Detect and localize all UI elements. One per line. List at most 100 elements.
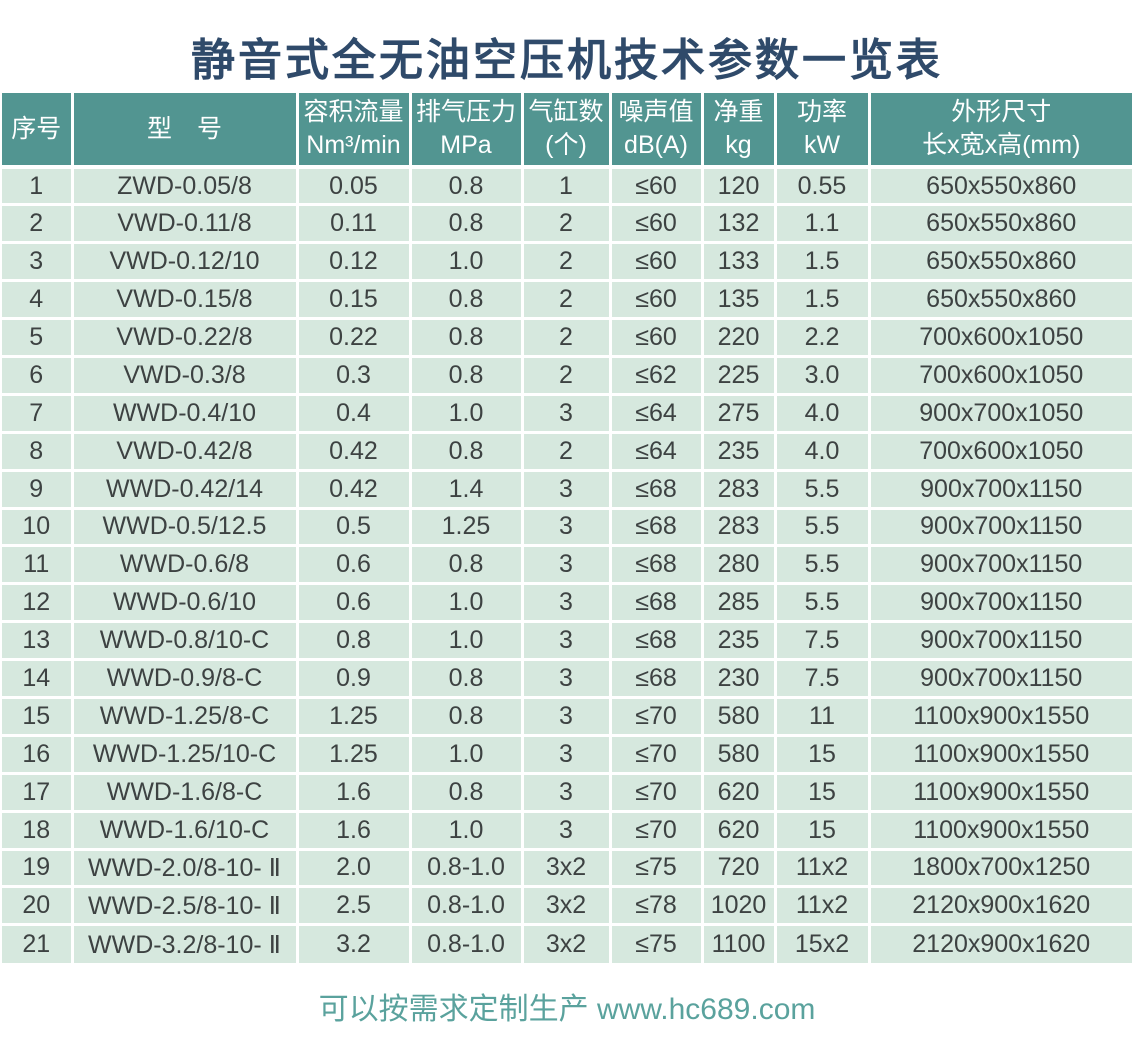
column-header-model: 型 号 <box>72 93 299 169</box>
table-row: 19 WWD-2.0/8-10- Ⅱ 2.0 0.8-1.0 3x2 ≤75 720 11x2… <box>2 847 1132 887</box>
table-row: 1 ZWD-0.05/8 0.05 0.8 1 ≤60 120 0.55 650x550x860 <box>2 167 1132 205</box>
column-header-line: 长x宽x高(mm) <box>922 131 1081 159</box>
cell-pressure: 0.8 <box>410 771 524 812</box>
column-header-index: 序号 <box>2 93 74 169</box>
column-header-flow: 容积流量 Nm³/min <box>297 93 412 169</box>
cell-index: 18 <box>2 809 74 850</box>
table-row: 20 WWD-2.5/8-10- Ⅱ 2.5 0.8-1.0 3x2 ≤78 1020 11x… <box>2 885 1132 925</box>
cell-model: WWD-0.9/8-C <box>72 658 299 698</box>
cell-pressure: 1.0 <box>410 809 524 850</box>
column-header-dimensions: 外形尺寸长x宽x高(mm) <box>869 93 1132 169</box>
footer-note: 可以按需求定制生产 www.hc689.com <box>318 993 816 1026</box>
cell-model: WWD-0.42/14 <box>72 468 299 509</box>
page-title: 静音式全无油空压机技术参数一览表 <box>191 36 943 85</box>
cell-cylinders: 2 <box>522 241 612 281</box>
cell-power: 5.5 <box>775 506 871 546</box>
column-header-line: 外形尺寸 <box>951 98 1052 126</box>
cell-power: 11x2 <box>775 885 871 925</box>
cell-dimensions: 650x550x860 <box>869 279 1132 319</box>
cell-weight: 1100 <box>702 923 777 963</box>
cell-cylinders: 2 <box>522 203 612 243</box>
cell-power: 3.0 <box>775 354 871 395</box>
cell-noise: ≤64 <box>610 430 704 471</box>
table-row: 17 WWD-1.6/8-C 1.6 0.8 3 ≤70 620 15 1100x900x155… <box>2 771 1132 812</box>
cell-weight: 283 <box>702 506 777 546</box>
cell-model: WWD-0.4/10 <box>72 392 299 433</box>
cell-model: WWD-3.2/8-10- Ⅱ <box>72 923 299 963</box>
cell-noise: ≤70 <box>610 809 704 850</box>
cell-weight: 235 <box>702 430 777 471</box>
cell-flow: 1.6 <box>297 771 412 812</box>
cell-index: 20 <box>2 885 74 925</box>
table-row: 4 VWD-0.15/8 0.15 0.8 2 ≤60 135 1.5 650x550x860 <box>2 279 1132 319</box>
column-header-line: 噪声值 <box>618 98 694 126</box>
cell-power: 11 <box>775 695 871 736</box>
column-header-line: 气缸数 <box>528 98 604 126</box>
cell-model: VWD-0.15/8 <box>72 279 299 319</box>
column-header-line: 功率 <box>796 98 847 126</box>
cell-power: 1.5 <box>775 241 871 281</box>
cell-dimensions: 650x550x860 <box>869 241 1132 281</box>
cell-model: WWD-2.5/8-10- Ⅱ <box>72 885 299 925</box>
cell-power: 4.0 <box>775 392 871 433</box>
cell-noise: ≤60 <box>610 317 704 357</box>
cell-dimensions: 700x600x1050 <box>869 430 1132 471</box>
spec-table: 序号 型 号 容积流量 Nm³/min 排气压力 MPa 气缸数 (个) 噪声值 dB(A) 净重 k… <box>2 93 1132 963</box>
column-header-line: 型 号 <box>146 114 222 143</box>
cell-index: 7 <box>2 392 74 433</box>
table-row: 8 VWD-0.42/8 0.42 0.8 2 ≤64 235 4.0 700x600x1050 <box>2 430 1132 471</box>
cell-pressure: 1.25 <box>410 506 524 546</box>
cell-weight: 580 <box>702 695 777 736</box>
cell-dimensions: 700x600x1050 <box>869 317 1132 357</box>
cell-flow: 0.15 <box>297 279 412 319</box>
table-row: 14 WWD-0.9/8-C 0.9 0.8 3 ≤68 230 7.5 900x700x115… <box>2 658 1132 698</box>
cell-noise: ≤68 <box>610 544 704 584</box>
cell-cylinders: 3 <box>522 658 612 698</box>
cell-index: 6 <box>2 354 74 395</box>
cell-model: WWD-0.6/10 <box>72 582 299 622</box>
cell-model: VWD-0.12/10 <box>72 241 299 281</box>
cell-pressure: 0.8 <box>410 430 524 471</box>
cell-index: 19 <box>2 847 74 887</box>
cell-flow: 0.8 <box>297 620 412 660</box>
cell-power: 5.5 <box>775 582 871 622</box>
cell-noise: ≤60 <box>610 203 704 243</box>
cell-dimensions: 1100x900x1550 <box>869 695 1132 736</box>
cell-index: 1 <box>2 167 74 205</box>
cell-power: 15 <box>775 809 871 850</box>
column-header-line: 排气压力 <box>415 98 516 126</box>
column-header-weight: 净重 kg <box>702 93 777 169</box>
cell-weight: 275 <box>702 392 777 433</box>
cell-weight: 235 <box>702 620 777 660</box>
cell-pressure: 0.8 <box>410 317 524 357</box>
cell-cylinders: 3x2 <box>522 847 612 887</box>
cell-power: 11x2 <box>775 847 871 887</box>
cell-weight: 132 <box>702 203 777 243</box>
cell-index: 4 <box>2 279 74 319</box>
cell-pressure: 0.8-1.0 <box>410 885 524 925</box>
cell-noise: ≤60 <box>610 241 704 281</box>
cell-model: VWD-0.22/8 <box>72 317 299 357</box>
cell-weight: 720 <box>702 847 777 887</box>
cell-dimensions: 900x700x1150 <box>869 658 1132 698</box>
cell-power: 15 <box>775 733 871 774</box>
table-row: 11 WWD-0.6/8 0.6 0.8 3 ≤68 280 5.5 900x700x1150 <box>2 544 1132 584</box>
cell-weight: 230 <box>702 658 777 698</box>
cell-pressure: 1.0 <box>410 392 524 433</box>
cell-power: 2.2 <box>775 317 871 357</box>
cell-index: 21 <box>2 923 74 963</box>
cell-weight: 620 <box>702 771 777 812</box>
table-row: 7 WWD-0.4/10 0.4 1.0 3 ≤64 275 4.0 900x700x1050 <box>2 392 1132 433</box>
cell-noise: ≤75 <box>610 923 704 963</box>
cell-model: WWD-0.5/12.5 <box>72 506 299 546</box>
cell-cylinders: 2 <box>522 279 612 319</box>
cell-model: VWD-0.42/8 <box>72 430 299 471</box>
cell-cylinders: 2 <box>522 430 612 471</box>
cell-dimensions: 1100x900x1550 <box>869 771 1132 812</box>
cell-pressure: 1.0 <box>410 241 524 281</box>
cell-flow: 0.42 <box>297 430 412 471</box>
cell-weight: 285 <box>702 582 777 622</box>
table-row: 12 WWD-0.6/10 0.6 1.0 3 ≤68 285 5.5 900x700x1150 <box>2 582 1132 622</box>
cell-power: 1.5 <box>775 279 871 319</box>
cell-noise: ≤68 <box>610 506 704 546</box>
